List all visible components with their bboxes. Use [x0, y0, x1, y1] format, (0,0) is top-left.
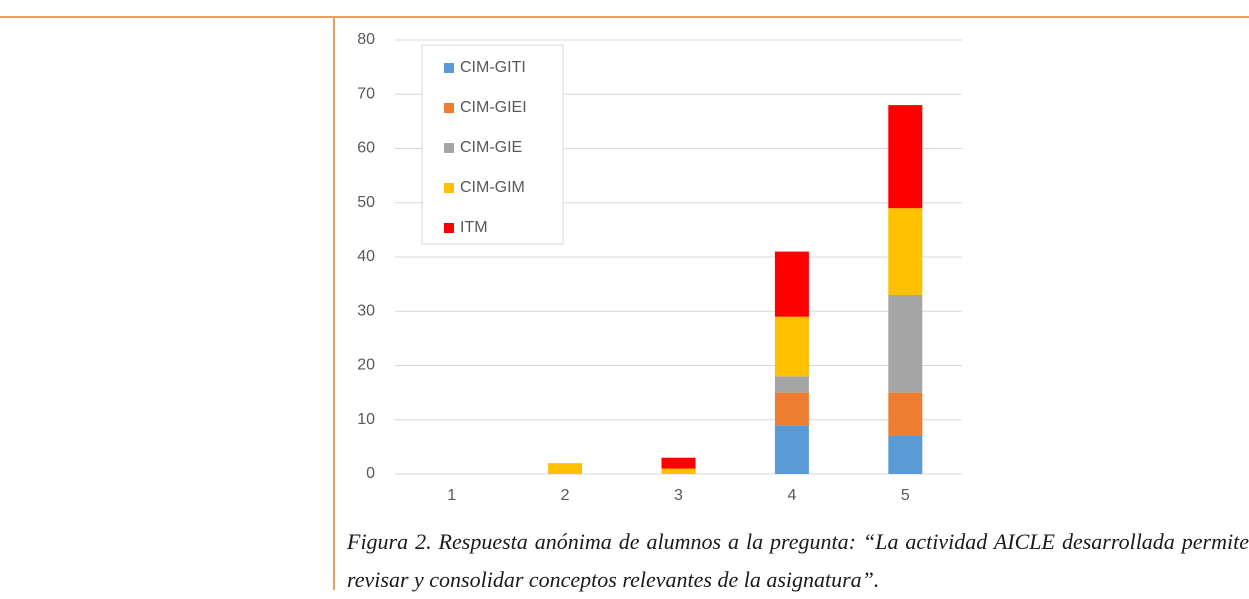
y-tick-label: 30	[357, 302, 375, 319]
bar-segment	[888, 436, 923, 474]
bar-segment	[888, 294, 923, 393]
bar-segment	[774, 425, 809, 474]
x-tick-label: 2	[561, 487, 570, 504]
y-tick-label: 80	[357, 31, 375, 48]
legend-swatch	[444, 183, 454, 193]
x-tick-label: 5	[901, 487, 910, 504]
y-tick-label: 60	[357, 140, 375, 157]
legend-swatch	[444, 143, 454, 153]
x-tick-label: 4	[787, 487, 796, 504]
legend-swatch	[444, 223, 454, 233]
y-tick-label: 70	[357, 85, 375, 102]
legend-swatch	[444, 103, 454, 113]
bar-segment	[888, 208, 923, 295]
x-tick-label: 1	[447, 487, 456, 504]
y-tick-label: 10	[357, 411, 375, 428]
bar-segment	[774, 316, 809, 377]
bar-segment	[774, 251, 809, 317]
chart: 0 10 20 30 40 50 60 70 80 1 2 3 4 5 CIM-GITI CIM-GIEI CI…	[357, 31, 962, 504]
legend-label: ITM	[460, 219, 488, 236]
bar-segment	[888, 392, 923, 437]
legend-label: CIM-GIE	[460, 139, 522, 156]
legend-label: CIM-GIM	[460, 179, 525, 196]
y-tick-label: 0	[366, 465, 375, 482]
legend-label: CIM-GIEI	[460, 99, 527, 116]
legend-label: CIM-GITI	[460, 59, 526, 76]
bar-segment	[661, 468, 696, 474]
y-tick-label: 40	[357, 248, 375, 265]
x-tick-label: 3	[674, 487, 683, 504]
legend-swatch	[444, 63, 454, 73]
y-tick-label: 20	[357, 357, 375, 374]
caption: Figura 2. Respuesta anónima de alumnos a…	[347, 529, 1249, 592]
frame-top	[0, 16, 1249, 18]
bar-segment	[774, 392, 809, 426]
bar-segment	[661, 457, 696, 469]
bar-segment	[888, 105, 923, 209]
bar-segment	[548, 463, 583, 474]
bar-segment	[774, 376, 809, 393]
frame-left	[333, 16, 335, 590]
y-tick-label: 50	[357, 194, 375, 211]
